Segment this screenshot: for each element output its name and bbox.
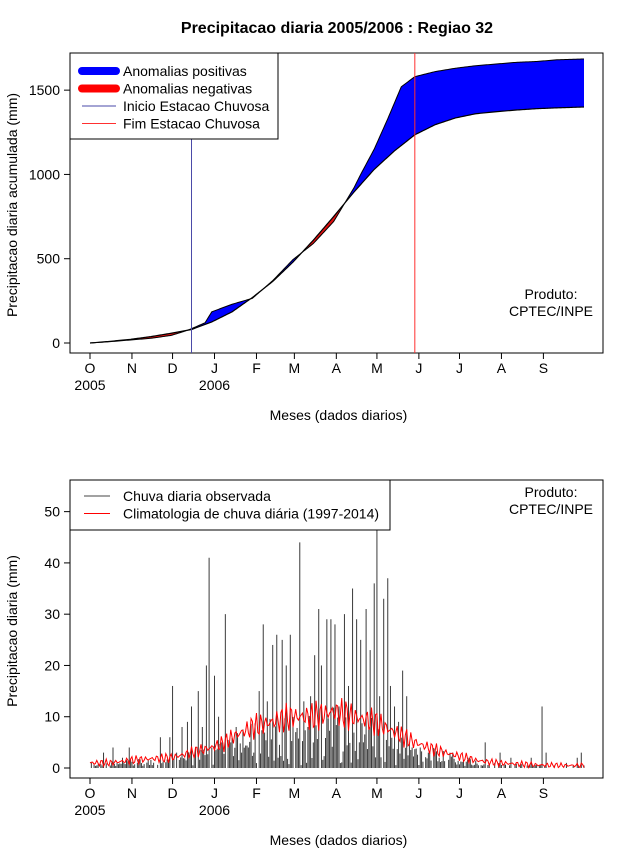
cumulative-month-label: A — [497, 360, 507, 376]
product-annotation: CPTEC/INPE — [509, 501, 593, 517]
positive-anomaly-area — [187, 298, 252, 331]
daily-y-axis-title: Precipitacao diaria (mm) — [4, 555, 20, 707]
daily-legend-label: Climatologia de chuva diária (1997-2014) — [123, 506, 379, 522]
cumulative-legend-label: Anomalias positivas — [123, 63, 247, 79]
cumulative-month-label: M — [289, 360, 301, 376]
climatology-cumulative-line — [89, 106, 585, 344]
cumulative-month-label: J — [415, 360, 422, 376]
cumulative-ytick-label: 0 — [52, 335, 60, 351]
observed-cumulative-line — [89, 58, 585, 344]
cumulative-month-label: J — [211, 360, 218, 376]
cumulative-legend-label: Inicio Estacao Chuvosa — [123, 98, 270, 114]
daily-ytick-label: 0 — [52, 760, 60, 776]
daily-x-axis-title: Meses (dados diarios) — [270, 832, 408, 848]
cumulative-ytick-label: 1000 — [29, 166, 60, 182]
daily-month-label: D — [167, 785, 177, 801]
daily-month-label: A — [497, 785, 507, 801]
daily-legend-label: Chuva diaria observada — [123, 488, 271, 504]
cumulative-month-label: M — [371, 360, 383, 376]
daily-month-label: J — [211, 785, 218, 801]
daily-month-label: N — [127, 785, 137, 801]
climatology-daily-line — [89, 697, 585, 769]
chart-title: Precipitacao diaria 2005/2006 : Regiao 3… — [181, 20, 493, 37]
daily-ytick-label: 20 — [44, 657, 60, 673]
daily-ytick-label: 50 — [44, 504, 60, 520]
cumulative-y-axis-title: Precipitacao diaria acumulada (mm) — [4, 93, 20, 317]
product-annotation: Produto: — [525, 484, 578, 500]
daily-ytick-label: 30 — [44, 606, 60, 622]
cumulative-ytick-label: 500 — [37, 251, 61, 267]
daily-month-label: M — [289, 785, 301, 801]
daily-legend-box — [69, 479, 391, 531]
daily-ytick-label: 10 — [44, 709, 60, 725]
daily-ytick-label: 40 — [44, 555, 60, 571]
cumulative-month-label: J — [456, 360, 463, 376]
daily-month-label: J — [415, 785, 422, 801]
cumulative-month-label: D — [167, 360, 177, 376]
daily-year-label: 2006 — [199, 802, 230, 818]
daily-year-label: 2005 — [74, 802, 105, 818]
cumulative-month-label: S — [539, 360, 548, 376]
cumulative-legend-label: Anomalias negativas — [123, 81, 252, 97]
product-annotation: Produto: — [525, 286, 578, 302]
daily-month-label: S — [539, 785, 548, 801]
cumulative-x-axis-title: Meses (dados diarios) — [270, 407, 408, 423]
daily-month-label: M — [371, 785, 383, 801]
daily-month-label: O — [85, 785, 96, 801]
cumulative-ytick-label: 1500 — [29, 82, 60, 98]
cumulative-year-label: 2005 — [74, 377, 105, 393]
cumulative-legend-label: Fim Estacao Chuvosa — [123, 116, 260, 132]
cumulative-year-label: 2006 — [199, 377, 230, 393]
daily-month-label: A — [332, 785, 342, 801]
positive-anomaly-area — [345, 58, 584, 202]
cumulative-month-label: O — [85, 360, 96, 376]
product-annotation: CPTEC/INPE — [509, 303, 593, 319]
negative-anomaly-area — [91, 330, 188, 343]
daily-month-label: F — [252, 785, 261, 801]
daily-month-label: J — [456, 785, 463, 801]
cumulative-month-label: A — [332, 360, 342, 376]
cumulative-month-label: F — [252, 360, 261, 376]
cumulative-month-label: N — [127, 360, 137, 376]
